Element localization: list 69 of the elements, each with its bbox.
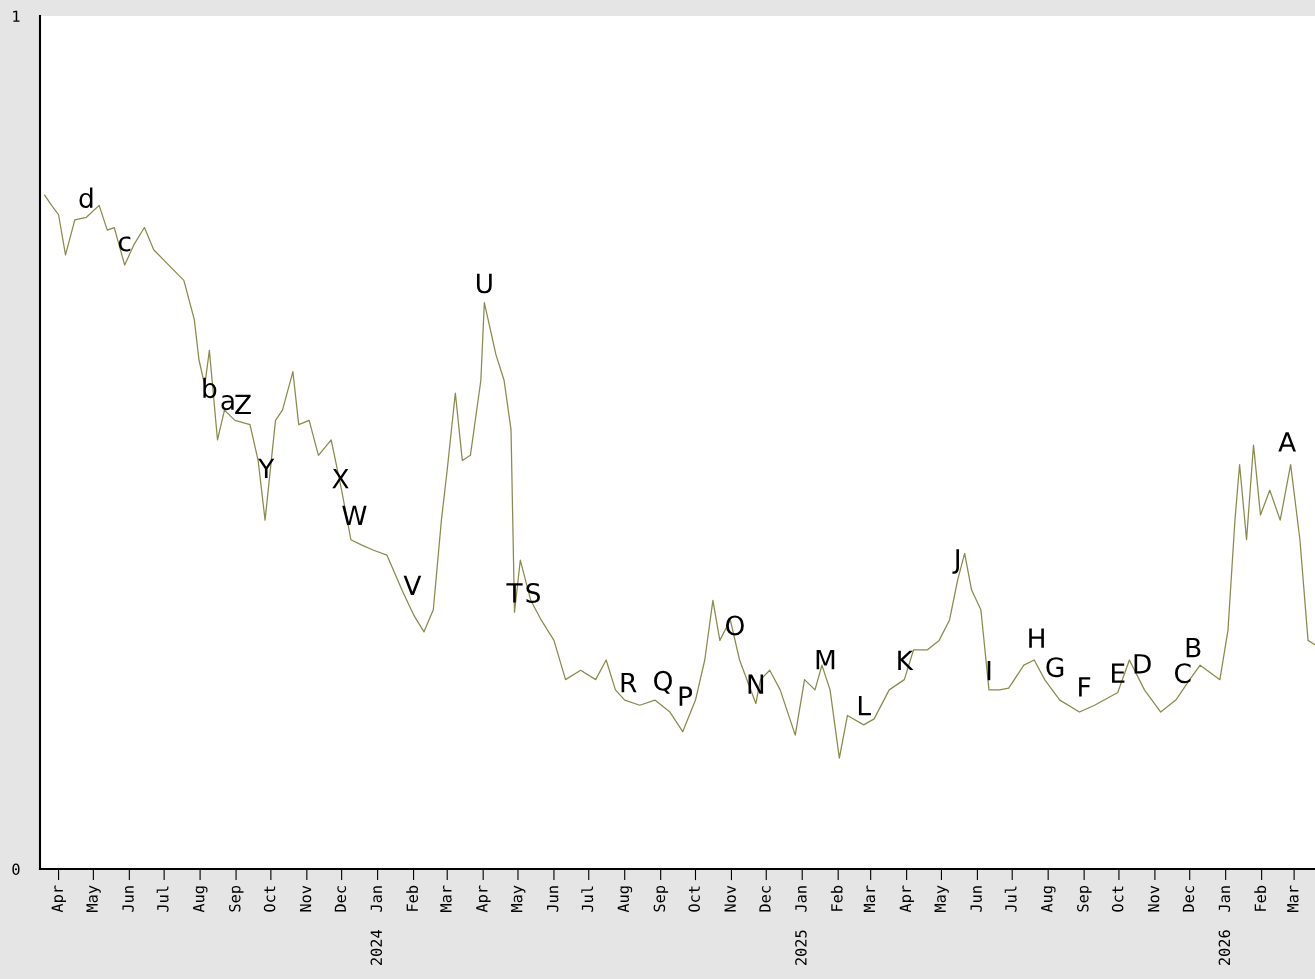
annotation: X: [332, 469, 349, 489]
annotation: Q: [654, 670, 672, 694]
annotation: a: [221, 395, 234, 411]
annotation: L: [858, 695, 871, 716]
x-tick-label: Jan: [370, 886, 383, 912]
x2-tick-label: 2024: [370, 930, 383, 965]
x-tick-label: Sep: [1077, 885, 1092, 912]
x-tick-label: Feb: [830, 885, 843, 911]
x-tick-label: Feb: [406, 885, 419, 911]
y-tick-label: 1: [13, 10, 20, 22]
x-tick-label: Aug: [1041, 886, 1056, 913]
annotation: H: [1029, 628, 1044, 648]
x-tick-label: May: [511, 885, 526, 912]
annotation: D: [1134, 654, 1151, 674]
annotation: J: [952, 549, 959, 574]
x-tick-label: Apr: [51, 885, 66, 913]
x-tick-label: Feb: [1254, 885, 1267, 911]
annotation: E: [1112, 663, 1125, 683]
annotation: I: [987, 660, 991, 681]
annotation: V: [403, 575, 422, 595]
annotation: F: [1079, 677, 1091, 697]
x-tick-label: Apr: [899, 885, 915, 913]
x-tick-label: Jul: [156, 886, 169, 912]
x-tick-label: Nov: [724, 885, 736, 912]
x-tick-label: Jun: [122, 886, 134, 912]
annotation: R: [621, 672, 637, 693]
x-tick-label: Aug: [617, 886, 633, 913]
annotation: c: [118, 236, 131, 252]
x-tick-label: Jan: [1218, 886, 1231, 912]
annotation: d: [79, 187, 93, 209]
x-tick-label: Nov: [299, 885, 312, 912]
x-tick-label: Apr: [476, 885, 491, 913]
x-tick-label: Jul: [581, 886, 594, 912]
x-tick-label: Jan: [795, 886, 807, 912]
x-tick-label: Dec: [759, 886, 771, 912]
x-tick-label: Sep: [653, 885, 669, 912]
y-tick-label: 0: [12, 863, 20, 876]
annotation: T: [506, 583, 523, 603]
annotation: N: [748, 674, 764, 694]
x-tick-label: Sep: [228, 885, 244, 912]
annotation: B: [1186, 637, 1201, 658]
annotation: S: [526, 583, 540, 603]
annotation: b: [203, 377, 217, 399]
x-tick-label: Aug: [193, 886, 208, 913]
x-tick-label: May: [934, 885, 949, 912]
x-tick-label: Nov: [1148, 885, 1160, 912]
x-tick-label: Jun: [970, 886, 982, 912]
x2-tick-label: 2025: [795, 930, 807, 965]
x-tick-label: Oct: [1111, 886, 1124, 912]
annotation: A: [1278, 432, 1296, 452]
annotation: W: [342, 505, 367, 525]
x-tick-label: Mar: [863, 885, 876, 912]
x-tick-label: Mar: [1287, 885, 1299, 912]
annotation: Z: [235, 394, 251, 415]
x-tick-label: Jun: [547, 886, 559, 912]
x-tick-label: Mar: [440, 885, 452, 912]
annotation: U: [476, 273, 492, 294]
x-tick-label: Dec: [334, 886, 347, 912]
x-tick-label: Oct: [688, 886, 700, 912]
x2-tick-label: 2026: [1218, 930, 1231, 965]
x-tick-label: May: [86, 885, 101, 912]
annotation: M: [816, 649, 835, 670]
x-tick-label: Jul: [1004, 886, 1017, 912]
annotation: P: [679, 686, 693, 706]
annotation: G: [1046, 657, 1064, 678]
x-tick-label: Oct: [263, 886, 276, 912]
x-tick-label: Dec: [1182, 886, 1195, 912]
annotation: K: [898, 650, 914, 670]
annotation: C: [1175, 663, 1191, 684]
